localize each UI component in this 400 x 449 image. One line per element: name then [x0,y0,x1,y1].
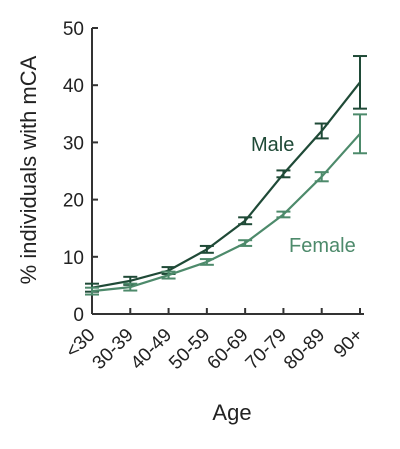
x-tick-label: 50-59 [165,325,214,374]
x-tick-label: 90+ [330,325,368,363]
y-tick-label: 0 [73,305,84,326]
x-tick-label: 70-79 [242,325,291,374]
axes [91,28,364,315]
series-label-male: Male [251,134,294,156]
y-axis-label: % individuals with mCA [16,55,41,284]
x-tick-label: 60-69 [203,325,252,374]
y-tick-label: 20 [63,191,84,212]
x-tick-label: 40-49 [127,325,176,374]
y-tick-label: 30 [63,133,84,154]
x-tick-label: 30-39 [89,325,138,374]
x-axis-label: Age [212,400,251,425]
series-line-female [91,133,361,293]
x-tick-label: 80-89 [280,325,329,374]
y-tick-label: 40 [63,76,84,97]
series-layer [85,55,367,296]
y-tick-label: 10 [63,248,84,269]
series-label-female: Female [289,235,356,257]
y-tick-label: 50 [63,19,84,40]
y-ticks: 0 10 20 30 40 50 [63,19,98,326]
